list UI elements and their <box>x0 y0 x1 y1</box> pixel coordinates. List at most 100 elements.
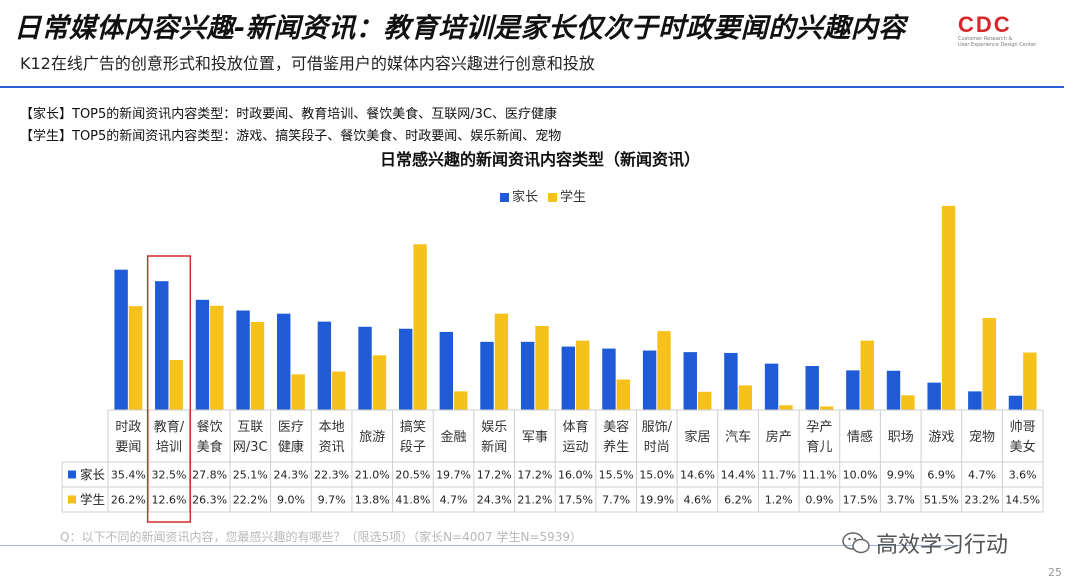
category-label-0-1: 要闻 <box>115 440 141 455</box>
category-label-12-1: 养生 <box>603 439 629 455</box>
bar-parents-15 <box>724 352 738 410</box>
bar-students-20 <box>941 205 956 410</box>
value-label-parents-0: 35.4% <box>111 469 146 482</box>
category-label-16-0: 房产 <box>766 429 792 445</box>
category-label-13-0: 服饰/ <box>642 420 673 435</box>
category-label-9-0: 娱乐 <box>481 420 507 435</box>
value-label-parents-13: 15.0% <box>639 469 674 482</box>
bar-students-3 <box>250 322 265 410</box>
category-label-7-0: 搞笑 <box>400 419 426 435</box>
category-label-10-0: 军事 <box>522 430 548 445</box>
wechat-icon <box>842 532 870 554</box>
legend-label-students: 学生 <box>560 190 587 205</box>
value-label-parents-21: 4.7% <box>968 469 996 482</box>
highlight-box-education <box>146 255 192 523</box>
value-label-parents-14: 14.6% <box>680 469 715 482</box>
value-label-parents-10: 17.2% <box>517 469 552 482</box>
bar-parents-12 <box>602 348 616 410</box>
category-label-5-1: 资讯 <box>319 440 345 455</box>
category-label-1-0: 教育/ <box>154 419 185 435</box>
value-label-students-18: 17.5% <box>843 494 878 507</box>
table-key-swatch-parents <box>68 470 76 479</box>
category-label-20-0: 游戏 <box>928 430 954 445</box>
category-label-7-1: 段子 <box>400 440 426 455</box>
value-label-parents-16: 11.7% <box>761 469 796 482</box>
category-label-1-1: 培训 <box>156 439 182 455</box>
value-label-students-13: 19.9% <box>639 494 674 507</box>
bar-students-14 <box>697 391 712 410</box>
value-label-students-7: 41.8% <box>395 494 430 507</box>
category-label-19-0: 职场 <box>888 430 914 445</box>
bar-parents-1 <box>155 281 169 410</box>
value-label-students-1: 12.6% <box>152 494 187 507</box>
bar-students-7 <box>413 244 427 410</box>
value-label-students-4: 9.0% <box>277 494 305 507</box>
category-label-22-0: 帅哥 <box>1010 420 1036 435</box>
value-label-students-0: 26.2% <box>111 494 146 507</box>
wechat-watermark: 高效学习行动 <box>842 527 1008 559</box>
bar-students-4 <box>291 374 305 410</box>
bar-parents-14 <box>683 352 697 410</box>
bar-parents-7 <box>398 328 413 410</box>
legend-swatch-parents <box>500 193 509 202</box>
value-label-parents-6: 21.0% <box>355 469 390 482</box>
value-label-parents-22: 3.6% <box>1009 469 1037 482</box>
category-label-11-1: 运动 <box>562 440 588 455</box>
bar-students-13 <box>657 331 671 410</box>
value-label-parents-2: 27.8% <box>192 469 227 482</box>
value-label-students-9: 24.3% <box>477 494 512 507</box>
category-label-3-0: 互联 <box>237 420 263 435</box>
value-label-parents-7: 20.5% <box>395 469 430 482</box>
bar-parents-20 <box>927 382 941 410</box>
category-label-8-0: 金融 <box>441 429 467 445</box>
chart-title: 日常感兴趣的新闻资讯内容类型（新闻资讯） <box>379 150 700 169</box>
bar-students-8 <box>454 391 468 410</box>
page-subtitle: K12在线广告的创意形式和投放位置，可借鉴用户的媒体内容兴趣进行创意和投放 <box>20 54 595 73</box>
bar-parents-0 <box>114 269 128 410</box>
category-label-17-0: 孕产 <box>806 420 832 435</box>
bar-parents-8 <box>439 331 454 410</box>
legend-item-parents: 家长 <box>500 186 538 205</box>
logo-line1: Customer Research & <box>958 36 1013 42</box>
value-label-students-15: 6.2% <box>724 494 752 507</box>
category-label-21-0: 宠物 <box>969 429 995 445</box>
value-label-students-21: 23.2% <box>965 494 1000 507</box>
value-label-parents-18: 10.0% <box>843 469 878 482</box>
value-label-parents-1: 32.5% <box>152 469 187 482</box>
chart-legend: 家长 学生 <box>500 186 586 205</box>
value-label-parents-4: 24.3% <box>273 469 308 482</box>
value-label-parents-8: 19.7% <box>436 469 471 482</box>
page-title: 日常媒体内容兴趣-新闻资讯：教育培训是家长仅次于时政要闻的兴趣内容 <box>14 13 906 44</box>
value-label-students-10: 21.2% <box>517 494 552 507</box>
category-label-0-0: 时政 <box>115 420 141 435</box>
bar-parents-2 <box>195 299 210 410</box>
value-label-students-17: 0.9% <box>805 494 833 507</box>
bar-students-15 <box>738 385 753 410</box>
bar-students-18 <box>860 340 874 410</box>
bar-parents-3 <box>236 310 250 410</box>
bar-students-6 <box>372 355 387 410</box>
bar-students-0 <box>128 306 143 410</box>
table-key-label-parents: 家长 <box>80 467 106 482</box>
bar-parents-19 <box>886 370 901 410</box>
value-label-parents-11: 16.0% <box>558 469 593 482</box>
bar-students-17 <box>819 406 834 410</box>
bar-parents-17 <box>805 366 819 410</box>
category-label-4-0: 医疗 <box>278 420 304 435</box>
value-label-students-16: 1.2% <box>765 494 793 507</box>
value-label-students-11: 17.5% <box>558 494 593 507</box>
category-label-4-1: 健康 <box>278 439 304 455</box>
bar-students-1 <box>169 360 183 410</box>
value-label-students-22: 14.5% <box>1005 494 1040 507</box>
students-top5-note: 【学生】TOP5的新闻资讯内容类型：游戏、搞笑段子、餐饮美食、时政要闻、娱乐新闻… <box>20 129 562 144</box>
category-label-22-1: 美女 <box>1010 439 1036 455</box>
bar-parents-9 <box>480 341 494 410</box>
bar-parents-5 <box>317 321 332 410</box>
category-label-15-0: 汽车 <box>725 429 751 445</box>
category-label-14-0: 家居 <box>684 429 710 445</box>
category-label-2-0: 餐饮 <box>197 419 223 435</box>
bar-students-9 <box>494 313 509 410</box>
value-label-students-5: 9.7% <box>318 494 346 507</box>
category-label-9-1: 新闻 <box>481 439 507 455</box>
